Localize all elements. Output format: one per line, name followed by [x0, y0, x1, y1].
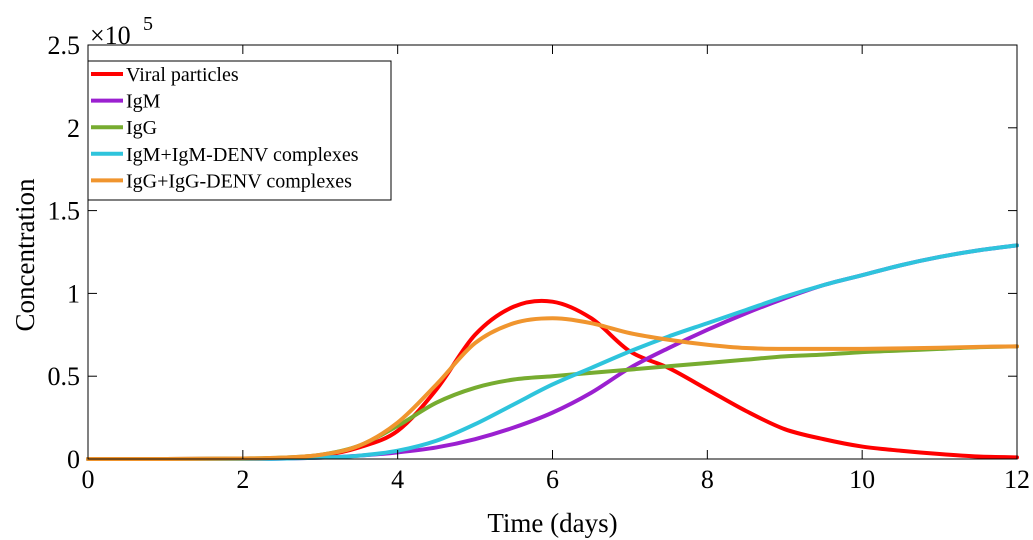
legend-label-igm: IgM [126, 91, 161, 113]
x-tick-label: 2 [236, 465, 249, 494]
y-tick-label: 0.5 [48, 362, 81, 391]
legend-label-igg-igg-denv-complexes: IgG+IgG-DENV complexes [126, 170, 352, 192]
legend-label-igg: IgG [126, 117, 157, 139]
y-tick-label: 2.5 [48, 31, 81, 60]
series-line-igg-igg-denv-complexes [86, 316, 1019, 462]
x-tick-label: 4 [391, 465, 404, 494]
legend-label-viral-particles: Viral particles [126, 64, 239, 86]
series-lines [86, 243, 1019, 462]
x-tick-label: 12 [1004, 465, 1030, 494]
y-axis-label: Concentration [10, 178, 40, 331]
legend-box [87, 60, 392, 201]
y-tick-label: 1.5 [48, 197, 81, 226]
x-axis-label: Time (days) [487, 508, 617, 538]
y-tick-label: 2 [67, 114, 80, 143]
y-tick-label: 1 [67, 279, 80, 308]
x-tick-label: 0 [82, 465, 95, 494]
x-tick-label: 8 [701, 465, 714, 494]
axes: 0 2 4 6 8 10 12 0 0.5 1 1.5 2 2.5 [48, 31, 1031, 494]
x-tick-label: 6 [546, 465, 559, 494]
y-axis-exponent-power: 5 [143, 13, 153, 35]
y-tick-label: 0 [67, 445, 80, 474]
y-axis-exponent-base: ×10 [90, 21, 131, 50]
x-tick-label: 10 [849, 465, 875, 494]
legend: Viral particles IgM IgG IgM+IgM-DENV comple… [87, 60, 392, 201]
y-axis-exponent: ×10 5 [90, 13, 153, 50]
legend-label-igm-igm-denv-complexes: IgM+IgM-DENV complexes [126, 144, 359, 166]
